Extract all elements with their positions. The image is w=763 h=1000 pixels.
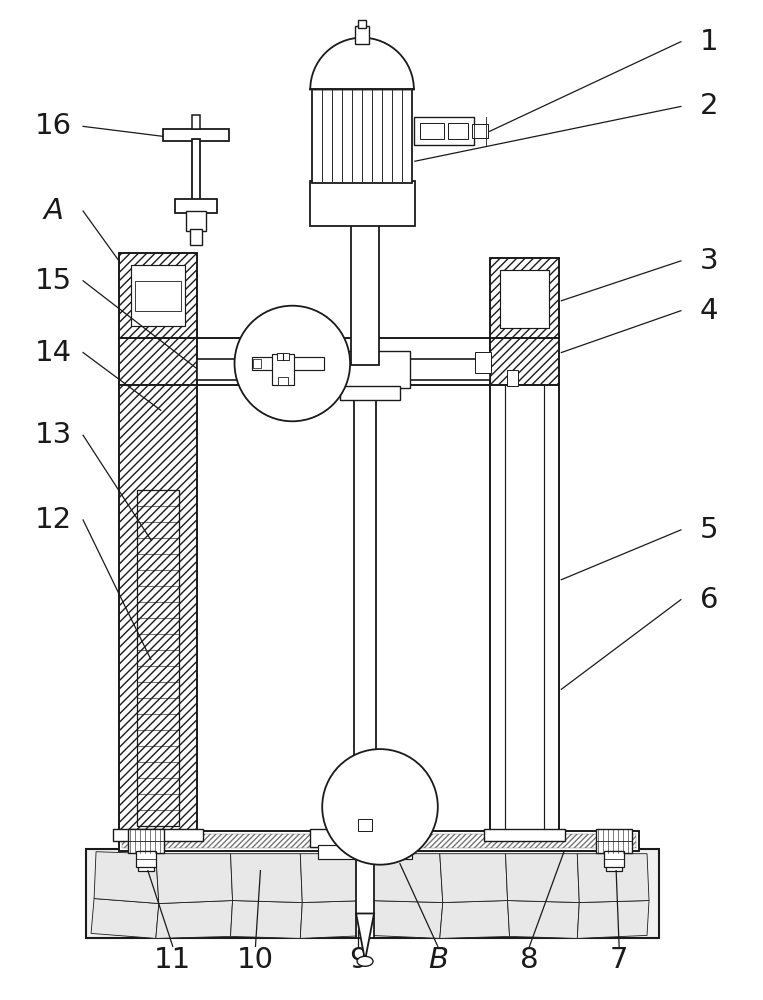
Bar [113, 829, 203, 841]
Bar [272, 354, 295, 385]
Bar [138, 851, 154, 871]
Text: 5: 5 [700, 516, 718, 544]
Bar [484, 829, 565, 841]
Polygon shape [230, 854, 302, 903]
Bar [311, 181, 415, 226]
Text: 13: 13 [34, 421, 72, 449]
Text: A: A [43, 197, 63, 225]
Bar [596, 829, 632, 853]
Bar [122, 834, 636, 848]
Bar [318, 845, 412, 859]
Polygon shape [94, 852, 159, 904]
Bar [119, 338, 197, 385]
Bar [414, 117, 474, 145]
Bar [472, 124, 488, 138]
Bar [400, 359, 490, 380]
Wedge shape [311, 38, 414, 89]
Bar [340, 386, 400, 400]
Polygon shape [578, 901, 649, 938]
Text: B: B [428, 946, 448, 974]
Text: 15: 15 [34, 267, 72, 295]
Polygon shape [366, 854, 443, 903]
Circle shape [322, 749, 438, 865]
Bar [192, 139, 200, 201]
Text: 6: 6 [700, 586, 718, 614]
Bar [330, 351, 410, 388]
Bar [355, 26, 369, 44]
Polygon shape [507, 901, 579, 938]
Bar [278, 353, 289, 360]
Bar [358, 20, 366, 28]
Bar [358, 819, 372, 831]
Circle shape [234, 306, 350, 421]
Bar [278, 377, 288, 385]
Bar [131, 265, 185, 326]
Polygon shape [439, 854, 507, 903]
Bar [604, 851, 624, 867]
Text: 10: 10 [237, 946, 274, 974]
Bar [190, 229, 201, 245]
Text: 3: 3 [700, 247, 718, 275]
Ellipse shape [357, 956, 373, 966]
Bar [128, 829, 164, 853]
Bar [420, 123, 444, 139]
Text: 11: 11 [154, 946, 192, 974]
Text: 7: 7 [610, 946, 629, 974]
Bar [507, 370, 519, 386]
Polygon shape [301, 901, 370, 938]
Bar [119, 382, 197, 831]
Text: 16: 16 [34, 112, 72, 140]
Polygon shape [578, 854, 649, 903]
Bar [253, 357, 324, 370]
Bar [119, 253, 197, 338]
Bar [448, 123, 468, 139]
Bar [86, 849, 659, 938]
Text: 14: 14 [34, 339, 72, 367]
Text: 8: 8 [520, 946, 539, 974]
Polygon shape [301, 854, 368, 903]
Bar [185, 211, 206, 231]
Text: 12: 12 [34, 506, 72, 534]
Bar [500, 270, 549, 328]
Polygon shape [156, 854, 233, 904]
Bar [192, 115, 200, 129]
Bar [355, 211, 375, 221]
Text: 2: 2 [700, 92, 718, 120]
Bar [475, 352, 491, 373]
Bar [197, 359, 296, 380]
Bar [197, 338, 490, 385]
Bar [354, 382, 376, 831]
Polygon shape [156, 901, 233, 938]
Bar [136, 851, 156, 867]
Polygon shape [230, 901, 302, 938]
Bar [312, 89, 412, 183]
Polygon shape [439, 901, 510, 938]
Bar [351, 218, 379, 365]
Polygon shape [506, 854, 579, 903]
Bar [606, 851, 622, 871]
Bar [175, 199, 217, 213]
Text: 4: 4 [700, 297, 718, 325]
Text: 1: 1 [700, 28, 718, 56]
Polygon shape [368, 901, 443, 938]
Bar [490, 258, 559, 338]
Bar [163, 129, 229, 141]
Polygon shape [356, 913, 374, 960]
Text: 9: 9 [349, 946, 367, 974]
Bar [253, 359, 262, 368]
Bar [119, 831, 639, 851]
Polygon shape [91, 899, 159, 938]
Bar [490, 382, 559, 831]
Bar [490, 338, 559, 385]
Bar [311, 829, 420, 847]
Bar [356, 827, 374, 938]
Bar [137, 490, 179, 826]
Bar [135, 281, 181, 311]
